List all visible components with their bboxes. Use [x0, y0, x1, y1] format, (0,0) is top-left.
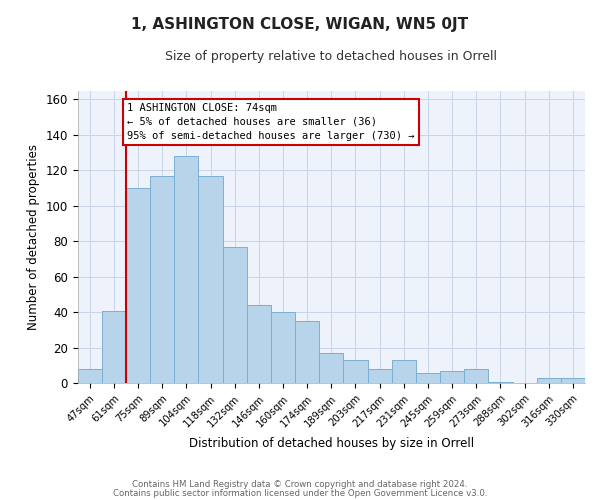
Bar [343, 360, 368, 384]
Bar [199, 176, 223, 384]
Bar [126, 188, 150, 384]
Bar [368, 369, 392, 384]
Bar [271, 312, 295, 384]
Bar [102, 310, 126, 384]
Title: Size of property relative to detached houses in Orrell: Size of property relative to detached ho… [166, 50, 497, 63]
Bar [561, 378, 585, 384]
Bar [77, 369, 102, 384]
Bar [416, 372, 440, 384]
Bar [536, 378, 561, 384]
Bar [440, 371, 464, 384]
X-axis label: Distribution of detached houses by size in Orrell: Distribution of detached houses by size … [189, 437, 474, 450]
Bar [150, 176, 174, 384]
Text: Contains HM Land Registry data © Crown copyright and database right 2024.: Contains HM Land Registry data © Crown c… [132, 480, 468, 489]
Text: 1 ASHINGTON CLOSE: 74sqm
← 5% of detached houses are smaller (36)
95% of semi-de: 1 ASHINGTON CLOSE: 74sqm ← 5% of detache… [127, 103, 415, 141]
Bar [247, 306, 271, 384]
Bar [223, 246, 247, 384]
Bar [295, 321, 319, 384]
Bar [464, 369, 488, 384]
Bar [392, 360, 416, 384]
Bar [488, 382, 512, 384]
Text: Contains public sector information licensed under the Open Government Licence v3: Contains public sector information licen… [113, 488, 487, 498]
Y-axis label: Number of detached properties: Number of detached properties [27, 144, 40, 330]
Bar [174, 156, 199, 384]
Text: 1, ASHINGTON CLOSE, WIGAN, WN5 0JT: 1, ASHINGTON CLOSE, WIGAN, WN5 0JT [131, 18, 469, 32]
Bar [319, 353, 343, 384]
